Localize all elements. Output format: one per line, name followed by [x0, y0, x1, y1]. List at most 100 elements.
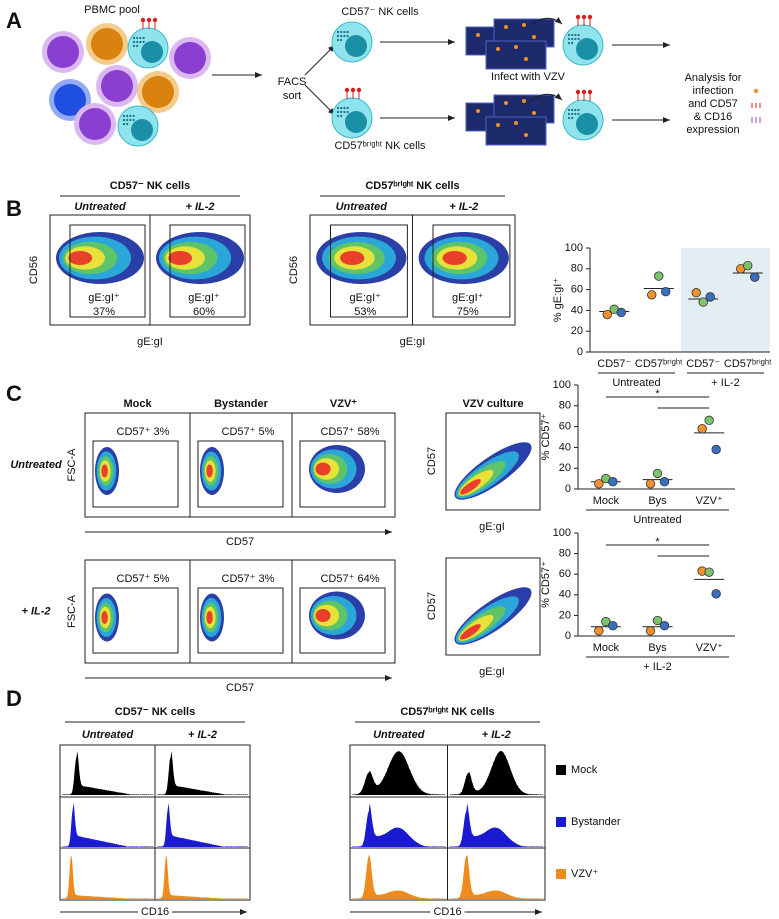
icon	[753, 88, 759, 94]
granule	[567, 41, 571, 45]
legend-swatch	[556, 869, 566, 879]
point	[645, 626, 656, 636]
nk-nucleus	[345, 35, 367, 57]
point	[659, 477, 670, 487]
group-title: CD57⁻ NK cells	[115, 706, 195, 718]
point	[743, 260, 753, 271]
y-tick-label: 0	[565, 483, 571, 495]
group-label: + IL-2	[643, 661, 671, 673]
histogram	[352, 855, 446, 899]
axis-label: gE:gI	[479, 521, 505, 533]
granule	[574, 33, 577, 37]
gate-label: gE:gI⁺	[350, 292, 382, 304]
legend-swatch	[556, 765, 566, 775]
point	[594, 626, 604, 636]
histogram	[62, 855, 153, 899]
granule	[136, 44, 139, 48]
point	[711, 444, 721, 455]
granule	[340, 30, 343, 34]
point	[659, 621, 670, 631]
granule	[574, 37, 577, 41]
y-axis-label: % CD57⁺	[540, 561, 552, 608]
population-label: CD57ᵇʳⁱᵍʰᵗ NK cells	[334, 140, 426, 152]
granule	[567, 116, 571, 120]
condition: Untreated	[82, 729, 134, 741]
granule	[571, 37, 574, 41]
group-label: Untreated	[612, 377, 660, 389]
receptor	[581, 14, 587, 20]
virus	[514, 45, 518, 49]
gate	[169, 224, 246, 318]
granule	[567, 37, 571, 41]
granule	[577, 108, 580, 112]
granule	[571, 116, 574, 120]
gate	[92, 440, 179, 508]
granule	[340, 110, 343, 114]
virus	[476, 33, 480, 37]
column-header: Bystander	[214, 398, 269, 410]
granule	[126, 114, 129, 118]
gate-value: 37%	[93, 306, 115, 318]
granule	[343, 34, 346, 38]
condition: + IL-2	[482, 729, 511, 741]
density-contour	[315, 462, 331, 476]
granule	[340, 114, 343, 118]
granule	[340, 34, 343, 38]
axis-label: gE:gI	[479, 666, 505, 678]
column-header: VZV culture	[462, 398, 523, 410]
legend-label: VZV⁺	[571, 868, 598, 880]
gate-value: 75%	[457, 306, 479, 318]
plot-frame	[84, 412, 396, 518]
gate-label: CD57⁺ 5%	[222, 426, 275, 438]
cell-core	[79, 108, 111, 140]
x-tick-label: CD57⁻	[597, 358, 631, 370]
point	[652, 468, 663, 479]
density-contour	[101, 464, 108, 478]
receptor	[140, 17, 146, 23]
group-title: CD57ᵇʳⁱᵍʰᵗ NK cells	[365, 179, 459, 192]
receptor	[350, 87, 356, 93]
x-tick-label: Bys	[648, 495, 667, 507]
condition: + IL-2	[185, 201, 214, 213]
histogram	[157, 803, 248, 847]
axis-label: CD57	[226, 682, 254, 694]
y-axis-label: % gE:gI⁺	[552, 278, 564, 323]
point	[616, 307, 626, 318]
row-label: Untreated	[10, 459, 62, 471]
plot-frame	[445, 412, 541, 511]
granule	[567, 33, 571, 37]
receptor	[356, 87, 362, 93]
granule	[336, 38, 340, 42]
granule	[336, 30, 340, 34]
granule	[136, 36, 139, 40]
plot-frame	[445, 557, 541, 656]
panel-letter: A	[6, 8, 22, 33]
cell-core	[91, 28, 123, 60]
point	[661, 286, 671, 297]
group-shading	[681, 248, 770, 352]
gate	[92, 587, 179, 654]
gate-label: CD57⁺ 3%	[222, 573, 275, 585]
analysis-label: & CD16	[694, 111, 733, 123]
panel-letter: D	[6, 686, 22, 711]
histogram	[449, 751, 543, 795]
y-tick-label: 60	[559, 568, 571, 580]
granule	[577, 37, 580, 41]
virus	[476, 109, 480, 113]
virus	[522, 23, 526, 27]
granule	[142, 40, 145, 44]
granule	[132, 36, 136, 40]
axis-label: CD16	[141, 906, 169, 918]
virus	[514, 121, 518, 125]
condition: Untreated	[74, 201, 126, 213]
point	[647, 290, 657, 300]
gate-label: gE:gI⁺	[88, 292, 120, 304]
gate	[299, 440, 386, 508]
virus	[504, 25, 508, 29]
column-header: Mock	[123, 398, 152, 410]
point	[602, 309, 612, 320]
gate	[330, 224, 408, 318]
receptor	[575, 14, 581, 20]
